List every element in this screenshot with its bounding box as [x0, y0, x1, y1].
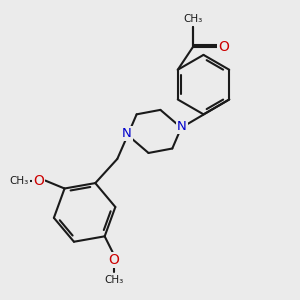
Text: N: N [177, 120, 187, 133]
Text: N: N [122, 127, 132, 140]
Text: O: O [218, 40, 229, 55]
Text: CH₃: CH₃ [104, 274, 124, 285]
Text: CH₃: CH₃ [10, 176, 29, 186]
Text: CH₃: CH₃ [183, 14, 202, 24]
Text: O: O [33, 174, 44, 188]
Text: O: O [109, 253, 119, 267]
